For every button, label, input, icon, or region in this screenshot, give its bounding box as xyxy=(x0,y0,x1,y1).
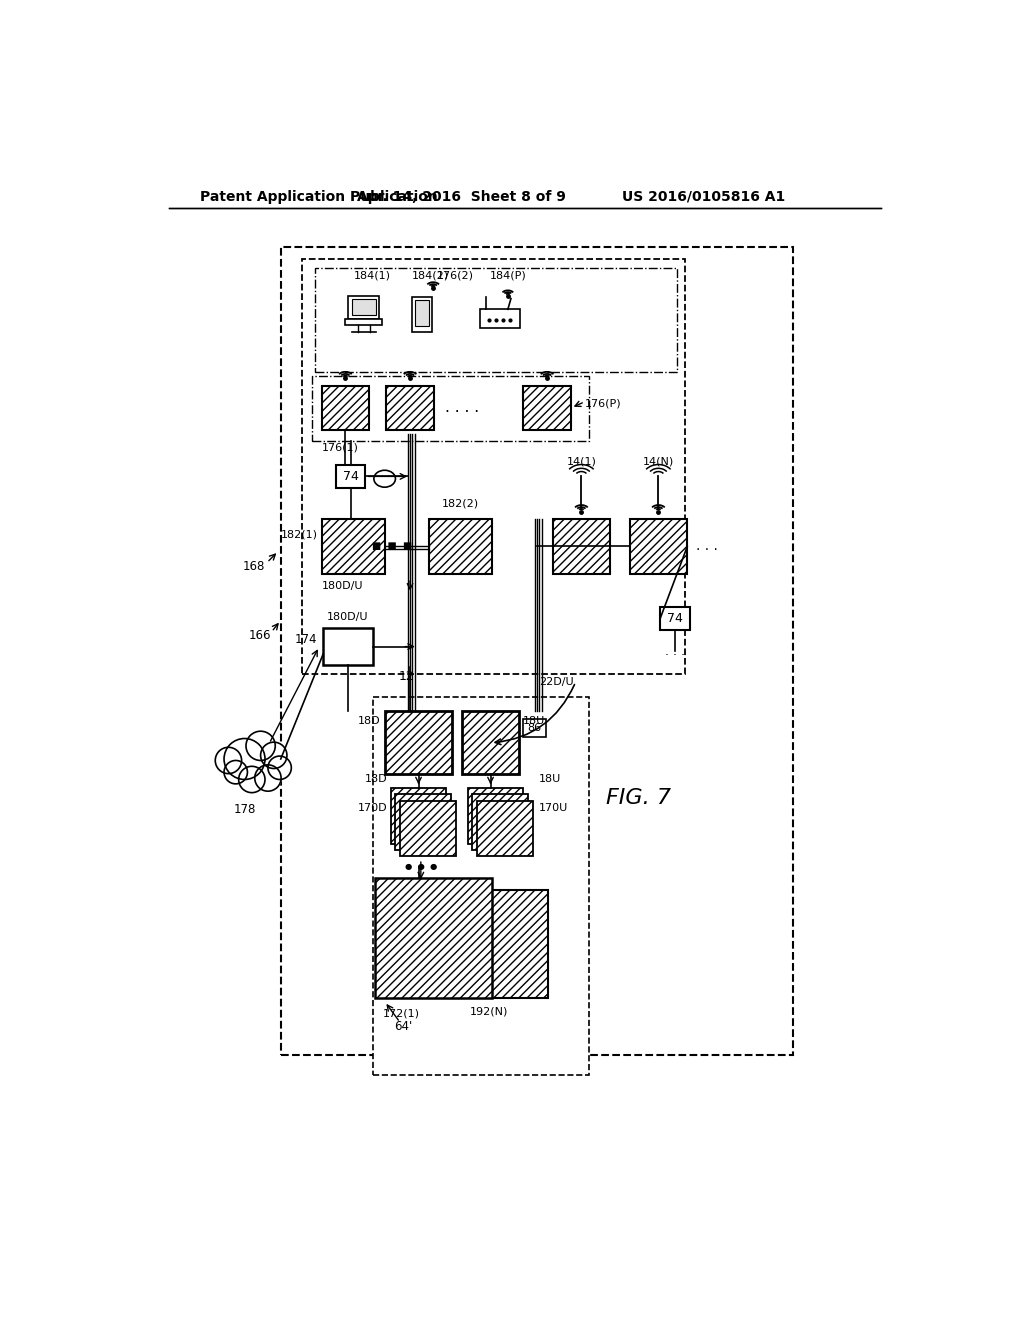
Text: 176(1): 176(1) xyxy=(322,442,358,453)
Text: Apr. 14, 2016  Sheet 8 of 9: Apr. 14, 2016 Sheet 8 of 9 xyxy=(357,190,566,203)
Text: 176(P): 176(P) xyxy=(585,399,622,408)
Text: 14(1): 14(1) xyxy=(566,455,596,466)
Text: ●  ●  ●: ● ● ● xyxy=(406,862,437,871)
Bar xyxy=(477,800,532,857)
Text: 74: 74 xyxy=(667,611,683,624)
Bar xyxy=(480,309,520,327)
Text: 180D/U: 180D/U xyxy=(322,581,364,591)
Bar xyxy=(660,607,689,630)
Circle shape xyxy=(224,760,248,784)
Text: 14(N): 14(N) xyxy=(643,455,674,466)
Circle shape xyxy=(239,767,265,792)
Text: 166: 166 xyxy=(249,630,271,643)
Bar xyxy=(412,297,432,333)
Text: . . .: . . . xyxy=(695,540,718,553)
Text: 86: 86 xyxy=(527,723,542,733)
Circle shape xyxy=(215,747,242,774)
Text: 64': 64' xyxy=(394,1020,412,1034)
Bar xyxy=(312,375,590,441)
Text: 192(N): 192(N) xyxy=(470,1007,509,1016)
Bar xyxy=(281,247,793,1056)
Bar xyxy=(373,697,589,1074)
Bar xyxy=(323,628,373,665)
Text: 178: 178 xyxy=(233,803,256,816)
Bar xyxy=(351,298,376,315)
Text: 18D: 18D xyxy=(365,774,387,784)
Text: 182(2): 182(2) xyxy=(442,499,479,508)
Bar xyxy=(391,788,446,843)
Bar xyxy=(415,300,429,326)
Bar xyxy=(400,800,456,857)
Text: FIG. 7: FIG. 7 xyxy=(606,788,672,808)
Bar xyxy=(472,795,528,850)
Text: 176(2): 176(2) xyxy=(437,271,474,280)
Bar xyxy=(315,268,677,372)
Text: 182(1): 182(1) xyxy=(281,529,317,539)
Circle shape xyxy=(246,731,275,760)
Circle shape xyxy=(255,764,282,791)
Bar xyxy=(385,711,453,775)
Bar xyxy=(523,719,547,738)
Text: US 2016/0105816 A1: US 2016/0105816 A1 xyxy=(622,190,785,203)
Text: 170U: 170U xyxy=(539,803,568,813)
Text: 168: 168 xyxy=(243,560,265,573)
Text: Patent Application Publication: Patent Application Publication xyxy=(200,190,437,203)
Text: ■  ■  ■: ■ ■ ■ xyxy=(373,541,413,552)
Bar xyxy=(348,296,379,319)
Bar xyxy=(345,319,382,326)
Bar xyxy=(429,519,493,574)
Bar xyxy=(630,519,687,574)
Text: 18U: 18U xyxy=(523,715,546,726)
Circle shape xyxy=(261,742,287,768)
Text: 180D/U: 180D/U xyxy=(327,612,369,622)
Bar xyxy=(523,385,571,430)
Circle shape xyxy=(224,738,265,780)
Bar xyxy=(553,519,610,574)
Text: . . . .: . . . . xyxy=(444,400,479,416)
Text: 18D: 18D xyxy=(358,715,381,726)
Text: 22D/U: 22D/U xyxy=(539,677,573,686)
Bar xyxy=(301,259,685,675)
Circle shape xyxy=(268,756,292,780)
Bar xyxy=(336,465,366,488)
Bar xyxy=(322,385,370,430)
Text: 184(2): 184(2) xyxy=(412,271,449,280)
Bar xyxy=(395,795,451,850)
Text: 18U: 18U xyxy=(539,774,561,784)
Bar xyxy=(462,711,519,775)
Text: 184(P): 184(P) xyxy=(490,271,527,280)
Bar xyxy=(386,385,434,430)
Bar xyxy=(322,519,385,574)
Text: 74: 74 xyxy=(343,470,358,483)
Bar xyxy=(431,890,548,998)
Text: 170D: 170D xyxy=(357,803,387,813)
Text: . . .: . . . xyxy=(665,644,685,657)
Bar xyxy=(468,788,523,843)
Text: 184(1): 184(1) xyxy=(354,271,391,280)
Text: 174: 174 xyxy=(295,634,316,647)
Bar xyxy=(376,878,493,998)
Text: 12: 12 xyxy=(398,671,414,684)
Text: 172(1): 172(1) xyxy=(383,1008,420,1018)
